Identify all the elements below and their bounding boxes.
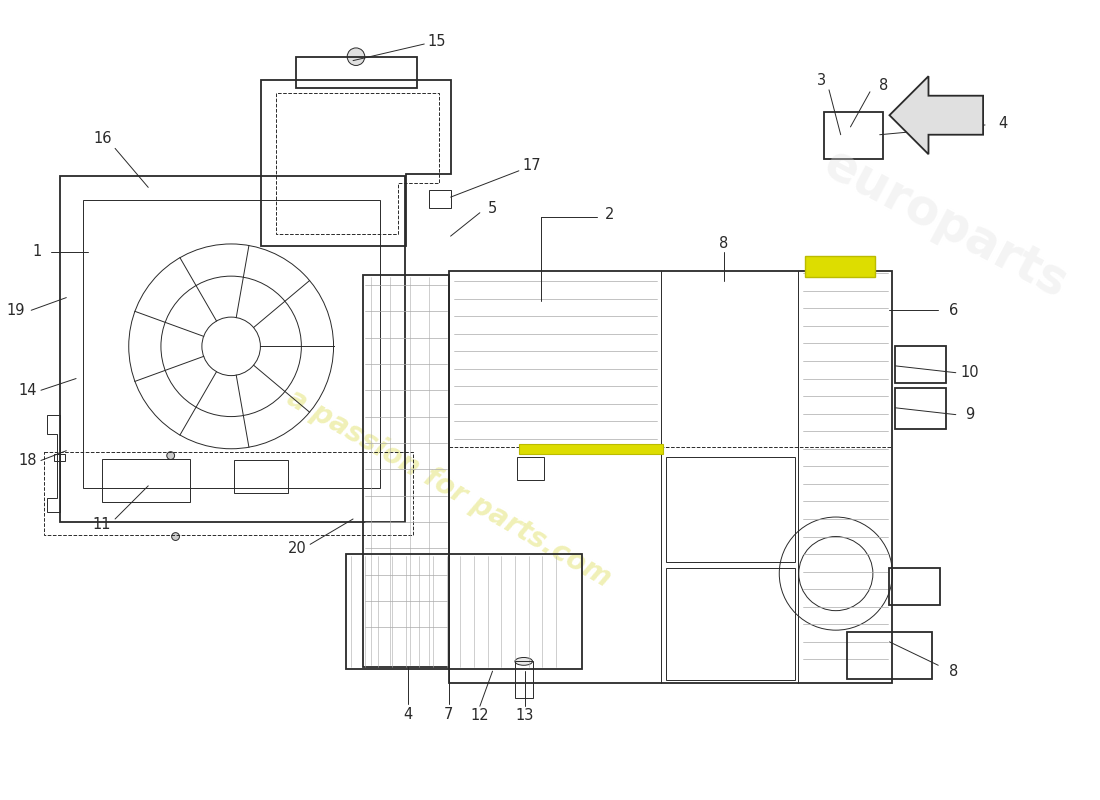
Bar (517, 457, 544, 480)
Bar (890, 568, 940, 605)
Bar (824, 112, 882, 159)
Bar (363, 275, 449, 667)
Text: 6: 6 (949, 302, 958, 318)
Bar (429, 190, 451, 208)
Bar (667, 568, 795, 680)
Text: 17: 17 (522, 158, 541, 174)
Text: 11: 11 (92, 518, 111, 532)
Bar (44, 452, 412, 534)
Bar (449, 271, 892, 683)
Circle shape (167, 452, 175, 459)
Text: 4: 4 (403, 706, 412, 722)
Text: 9: 9 (965, 407, 975, 422)
Bar (346, 554, 582, 669)
Text: 15: 15 (428, 34, 447, 49)
Bar (234, 461, 288, 493)
Text: 8: 8 (719, 237, 728, 251)
Text: 13: 13 (516, 709, 534, 723)
Ellipse shape (515, 658, 532, 666)
Text: 12: 12 (471, 709, 490, 723)
Bar (515, 662, 532, 698)
Circle shape (172, 533, 179, 541)
Bar (667, 457, 795, 562)
Text: 19: 19 (7, 302, 25, 318)
Circle shape (348, 48, 365, 66)
Polygon shape (890, 76, 983, 154)
Bar (82, 200, 381, 488)
Text: 2: 2 (605, 207, 614, 222)
Bar (54, 454, 65, 462)
Bar (804, 256, 875, 277)
Text: 10: 10 (960, 365, 979, 380)
Text: 20: 20 (288, 541, 307, 556)
Text: 3: 3 (816, 73, 826, 88)
Text: 18: 18 (18, 453, 36, 468)
Text: 7: 7 (444, 706, 453, 722)
Text: 4: 4 (998, 115, 1008, 130)
Bar (847, 632, 933, 679)
Bar (296, 57, 417, 88)
Text: 16: 16 (94, 131, 112, 146)
Text: 1: 1 (32, 244, 42, 259)
Bar (102, 458, 190, 502)
Text: 8: 8 (949, 664, 958, 678)
Text: 5: 5 (488, 202, 497, 216)
Text: 14: 14 (18, 382, 36, 398)
Bar (895, 346, 946, 383)
Bar (895, 388, 946, 430)
Text: 8: 8 (879, 78, 888, 94)
Text: a passion for parts.com: a passion for parts.com (282, 383, 616, 592)
Text: europarts: europarts (816, 140, 1076, 309)
Bar (519, 444, 663, 454)
